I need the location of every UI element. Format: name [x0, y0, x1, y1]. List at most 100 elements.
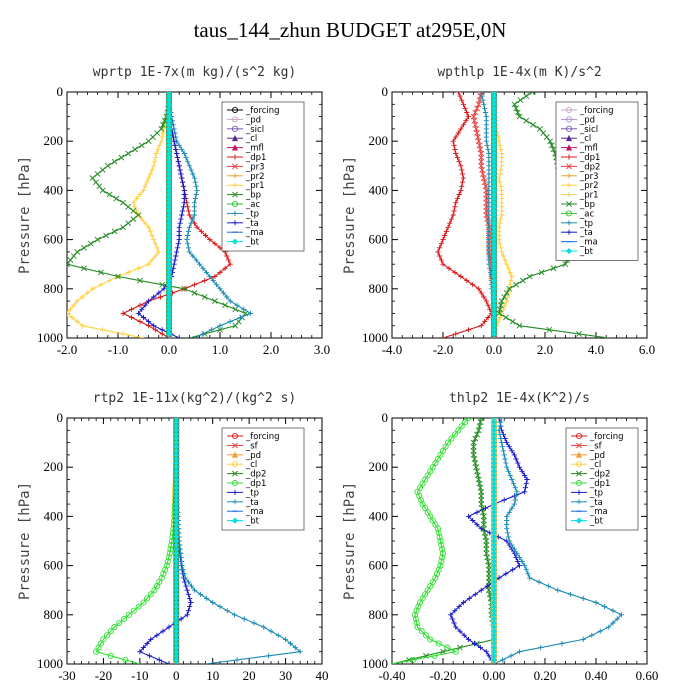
data-point	[481, 294, 487, 300]
data-point	[204, 595, 210, 601]
data-point	[503, 571, 509, 577]
data-point	[451, 142, 457, 148]
data-point	[217, 604, 223, 610]
data-point	[474, 509, 480, 515]
legend-label: _bt	[589, 517, 604, 527]
data-point	[160, 628, 166, 634]
data-point	[437, 537, 444, 545]
y-tick-label: 0	[382, 410, 389, 425]
legend-item: _bt	[571, 517, 604, 527]
legend-label: _pr2	[579, 181, 599, 191]
data-point	[122, 656, 129, 663]
y-tick-label: 400	[44, 182, 64, 197]
y-tick-label: 200	[44, 133, 64, 148]
legend-item: _ma	[561, 238, 598, 248]
data-point	[510, 567, 516, 573]
legend-marker	[576, 442, 582, 449]
data-point	[452, 204, 458, 210]
data-point	[503, 460, 509, 466]
data-point	[446, 265, 452, 271]
data-point	[508, 653, 514, 659]
data-point	[511, 546, 517, 552]
data-point	[89, 286, 96, 292]
data-point	[500, 448, 506, 454]
data-point	[497, 314, 503, 321]
legend-marker	[565, 144, 573, 151]
data-point	[434, 525, 441, 532]
data-point	[163, 562, 170, 569]
data-point	[499, 163, 505, 169]
legend-marker	[576, 470, 582, 477]
data-point	[107, 652, 114, 659]
data-point	[212, 273, 218, 280]
legend-label: _sf	[245, 441, 259, 451]
data-point	[462, 105, 468, 111]
data-point	[115, 273, 121, 280]
data-point	[179, 563, 185, 569]
data-point	[152, 241, 158, 247]
data-point	[445, 224, 451, 230]
data-point	[185, 159, 191, 165]
legend-item: _forcing	[227, 106, 280, 116]
data-point	[547, 138, 554, 145]
data-point	[104, 162, 111, 169]
data-point	[448, 612, 454, 618]
data-point	[465, 114, 472, 120]
legend-label: _cl	[245, 460, 257, 470]
legend-marker	[231, 106, 239, 114]
data-point	[160, 570, 167, 577]
data-point	[478, 290, 484, 296]
legend-label: _ta	[579, 228, 593, 238]
data-point	[606, 624, 612, 630]
legend-label: _dp2	[589, 470, 610, 480]
legend-label: _pr1	[245, 181, 265, 191]
data-point	[130, 607, 137, 614]
legend-marker	[232, 470, 238, 477]
series-line	[437, 92, 493, 338]
data-point	[156, 249, 162, 255]
data-point	[499, 212, 505, 218]
figure-title: taus_144_zhun BUDGET at295E,0N	[193, 18, 507, 42]
data-point	[111, 624, 118, 631]
legend-label: _ta	[245, 219, 259, 229]
data-point	[502, 456, 508, 462]
data-point	[297, 649, 303, 655]
data-point	[137, 649, 143, 655]
data-point	[154, 245, 160, 251]
legend: _forcing_sf_pd_cl_dp2_dp1_tp_ta_ma_bt	[565, 427, 639, 531]
data-point	[157, 142, 163, 148]
data-point	[188, 599, 194, 606]
legend-item: _ta	[227, 219, 259, 229]
data-point	[460, 175, 466, 181]
y-tick-label: 200	[369, 133, 389, 148]
data-point	[106, 278, 113, 284]
data-point	[497, 142, 503, 148]
data-point	[144, 179, 150, 185]
data-point	[610, 608, 616, 614]
data-point	[497, 431, 503, 437]
data-point	[217, 323, 223, 329]
data-point	[166, 624, 172, 630]
legend-item: _ta	[571, 498, 603, 508]
data-point	[601, 604, 608, 610]
legend-item: _ta	[227, 498, 259, 508]
data-point	[456, 604, 462, 610]
y-tick-label: 1000	[362, 656, 388, 671]
data-point	[416, 492, 423, 499]
legend-item: _ma	[227, 228, 264, 238]
data-point	[450, 138, 456, 144]
legend-label: _cl	[245, 134, 257, 144]
data-point	[165, 330, 173, 337]
legend-label: _dp2	[245, 470, 266, 480]
data-point	[507, 472, 513, 478]
data-point	[180, 208, 186, 214]
x-tick-label: 0.60	[636, 668, 659, 683]
data-point	[186, 249, 192, 255]
data-point	[87, 240, 94, 247]
chart-panel-4: thlp2 1E-4x(K^2)/s Pressure [hPa] -0.40 -0.…	[342, 391, 658, 683]
data-point	[431, 652, 438, 659]
data-point	[433, 570, 441, 577]
data-point	[192, 179, 198, 185]
data-point	[137, 319, 143, 325]
legend-label: _mfl	[579, 144, 598, 154]
